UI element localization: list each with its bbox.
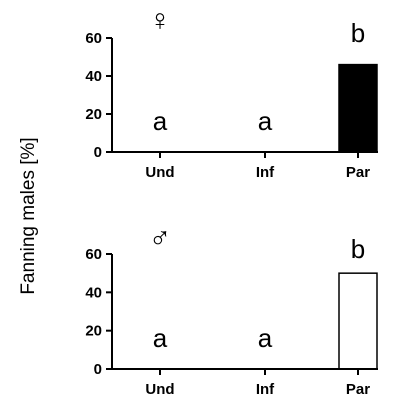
x-tick-label-par: Par bbox=[346, 164, 370, 181]
significance-letter: b bbox=[351, 18, 365, 48]
panel-male: ♂ 0 20 40 60 Und Inf Par a a b bbox=[85, 222, 378, 398]
significance-letter: a bbox=[153, 106, 168, 136]
bar-par bbox=[338, 272, 378, 370]
y-tick-label: 40 bbox=[85, 68, 102, 85]
y-tick-label: 60 bbox=[85, 30, 102, 47]
y-tick-label: 0 bbox=[94, 144, 102, 161]
bar-par bbox=[338, 63, 378, 153]
x-tick-label-inf: Inf bbox=[256, 381, 275, 398]
x-tick-label-und: Und bbox=[145, 381, 174, 398]
x-tick-label-und: Und bbox=[145, 164, 174, 181]
y-tick-label: 20 bbox=[85, 106, 102, 123]
x-tick-label-par: Par bbox=[346, 381, 370, 398]
y-tick-label: 0 bbox=[94, 361, 102, 378]
significance-letter: a bbox=[153, 323, 168, 353]
panel-female: ♀ 0 20 40 60 Und Inf Par a a b bbox=[85, 4, 378, 181]
x-tick-label-inf: Inf bbox=[256, 164, 275, 181]
female-symbol: ♀ bbox=[149, 4, 172, 37]
y-tick-label: 60 bbox=[85, 246, 102, 263]
male-symbol: ♂ bbox=[149, 222, 172, 255]
significance-letter: a bbox=[258, 323, 273, 353]
y-tick-label: 20 bbox=[85, 323, 102, 340]
significance-letter: a bbox=[258, 106, 273, 136]
y-tick-label: 40 bbox=[85, 284, 102, 301]
significance-letter: b bbox=[351, 234, 365, 264]
y-axis-label: Fanning males [%] bbox=[18, 137, 39, 294]
